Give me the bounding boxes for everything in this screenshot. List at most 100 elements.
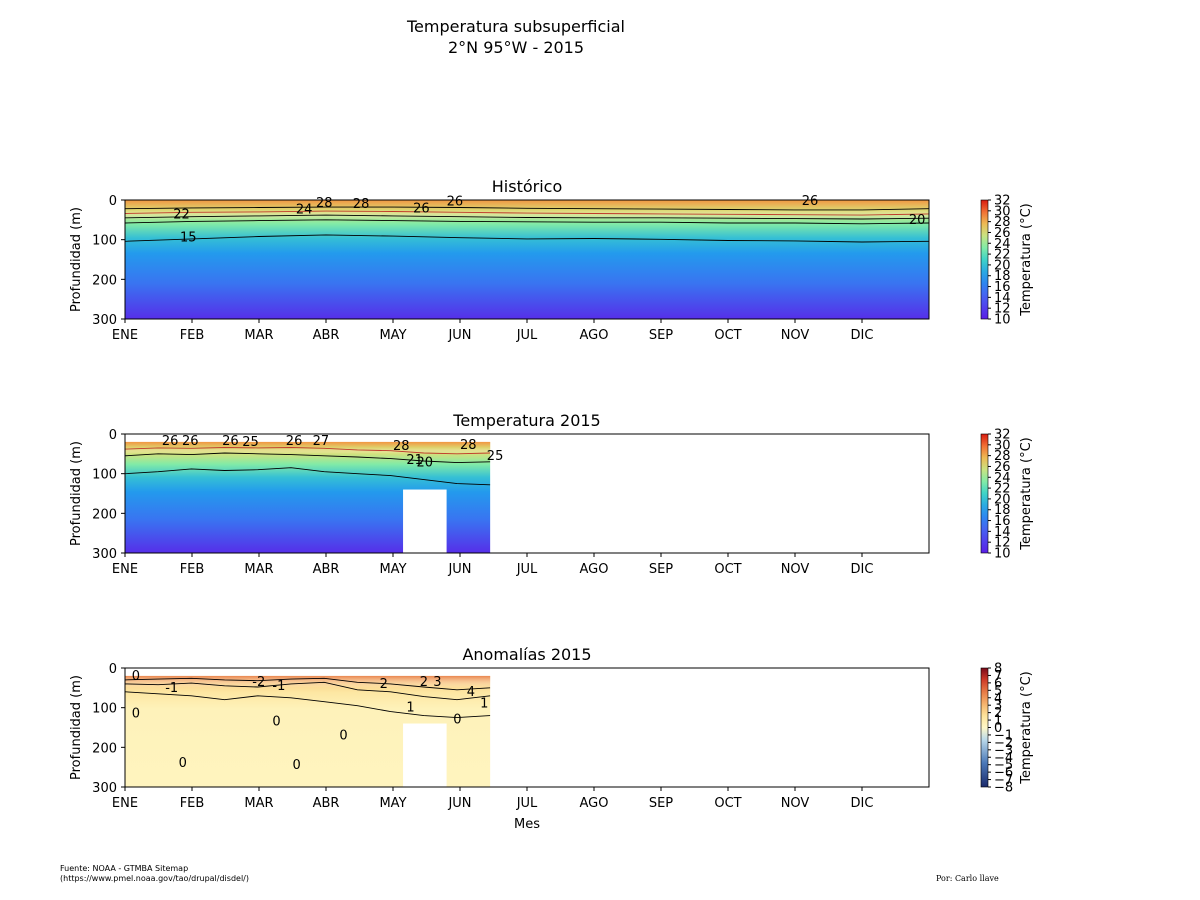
source-credit-line-1: Fuente: NOAA - GTMBA Sitemap [60, 864, 189, 873]
contour-line-2 [124, 677, 491, 691]
contour-label: 26 [286, 434, 303, 449]
y-tick-label: 100 [92, 468, 117, 483]
contour-line-26 [124, 206, 930, 211]
x-tick-label: ENE [112, 796, 138, 811]
contour-line-22 [124, 214, 930, 220]
contour-label: 0 [293, 758, 301, 773]
colorbar-tick-label: 22 [994, 482, 1011, 497]
colorbar-label: Temperatura (°C) [1019, 437, 1034, 550]
panel-title-temperatura-2015: Temperatura 2015 [453, 411, 601, 430]
colorbar-tick-label: 1 [994, 714, 1002, 729]
panel-title-anomalias-2015: Anomalías 2015 [462, 645, 592, 664]
y-axis-label: Profundidad (m) [69, 207, 84, 312]
x-tick-label: SEP [649, 796, 673, 811]
panel-title-historico: Histórico [491, 177, 563, 196]
contour-label: 26 [162, 434, 179, 449]
x-tick-label: ENE [112, 328, 138, 343]
contour-label: 20 [909, 213, 926, 228]
source-credit-line-2: (https://www.pmel.noaa.gov/tao/drupal/di… [60, 874, 249, 883]
x-tick-label: OCT [714, 796, 741, 811]
y-tick-label: 200 [92, 273, 117, 288]
x-tick-label: MAY [379, 562, 406, 577]
contour-label: 25 [242, 435, 259, 450]
colorbar-tick-label: 6 [994, 676, 1002, 691]
contour-label: -2 [252, 675, 265, 690]
contour-label: 28 [353, 197, 370, 212]
x-tick-label: JUL [516, 328, 538, 343]
contour-label: 1 [406, 701, 414, 716]
x-tick-label: JUL [516, 796, 538, 811]
contour-label: 26 [447, 195, 464, 210]
contour-label: 28 [316, 196, 333, 211]
y-tick-label: 0 [109, 428, 117, 443]
surface-band [125, 675, 491, 688]
figure-title-line-2: 2°N 95°W - 2015 [447, 38, 585, 57]
y-axis-label: Profundidad (m) [69, 675, 84, 780]
contour-line-25 [124, 447, 491, 455]
contour-label: 0 [272, 715, 280, 730]
colorbar-tick-label: −5 [994, 758, 1013, 773]
figure-title-line-1: Temperatura subsuperficial [406, 17, 625, 36]
contour-label: 0 [453, 713, 461, 728]
colorbar-tick-label: −1 [994, 728, 1013, 743]
x-tick-label: NOV [781, 562, 810, 577]
colorbar-tick-label: 24 [994, 237, 1011, 252]
colorbar-tick-label: 18 [994, 503, 1011, 518]
colorbar-tick-label: −4 [994, 751, 1013, 766]
colorbar-tick-label: 10 [994, 547, 1011, 562]
y-tick-label: 300 [92, 313, 117, 328]
contour-label: 20 [416, 456, 433, 471]
colorbar-tick-label: 20 [994, 258, 1011, 273]
x-tick-label: SEP [649, 328, 673, 343]
contour-label: 2 [420, 675, 428, 690]
contour-label: 0 [132, 669, 140, 684]
colorbar-tick-label: 14 [994, 525, 1011, 540]
x-tick-label: MAR [244, 328, 273, 343]
x-tick-label: FEB [180, 328, 205, 343]
y-tick-label: 300 [92, 547, 117, 562]
x-tick-label: SEP [649, 562, 673, 577]
colorbar-tick-label: 14 [994, 291, 1011, 306]
contour-label: 28 [393, 439, 410, 454]
contour-label: 25 [487, 449, 504, 464]
contour-label: 28 [460, 438, 477, 453]
colorbar-tick-label: −2 [994, 736, 1013, 751]
x-tick-label: MAY [379, 328, 406, 343]
data-gap [403, 489, 447, 553]
y-axis-label: Profundidad (m) [69, 441, 84, 546]
x-tick-label: OCT [714, 562, 741, 577]
colorbar [980, 667, 989, 788]
contour-line-20 [124, 219, 930, 225]
y-tick-label: 0 [109, 662, 117, 677]
y-tick-label: 100 [92, 702, 117, 717]
contour-line-1 [124, 681, 491, 701]
x-tick-label: ENE [112, 562, 138, 577]
contour-line-15 [124, 234, 930, 243]
x-tick-label: DIC [851, 328, 874, 343]
contour-label: 21 [406, 453, 423, 468]
colorbar-tick-label: 12 [994, 302, 1011, 317]
colorbar-tick-label: 30 [994, 438, 1011, 453]
colorbar-tick-label: 12 [994, 536, 1011, 551]
colorbar-tick-label: 22 [994, 248, 1011, 263]
colorbar-tick-label: −8 [994, 781, 1013, 796]
colorbar-tick-label: 26 [994, 460, 1011, 475]
figure-title: Temperatura subsuperficial 2°N 95°W - 20… [0, 16, 1032, 58]
contour-label: 24 [296, 203, 313, 218]
y-tick-label: 200 [92, 741, 117, 756]
y-tick-label: 100 [92, 234, 117, 249]
colorbar-tick-label: 3 [994, 699, 1002, 714]
colorbar-tick-label: 16 [994, 280, 1011, 295]
x-tick-label: NOV [781, 328, 810, 343]
contour-label: 26 [182, 434, 199, 449]
colorbar-tick-label: 24 [994, 471, 1011, 486]
x-tick-label: MAR [244, 796, 273, 811]
contour-label: 26 [802, 194, 819, 209]
contour-label: 0 [339, 728, 347, 743]
contour-label: 0 [132, 707, 140, 722]
colorbar-tick-label: 16 [994, 514, 1011, 529]
contour-label: 3 [433, 675, 441, 690]
colorbar-tick-label: 4 [994, 691, 1002, 706]
colorbar-tick-label: 30 [994, 204, 1011, 219]
